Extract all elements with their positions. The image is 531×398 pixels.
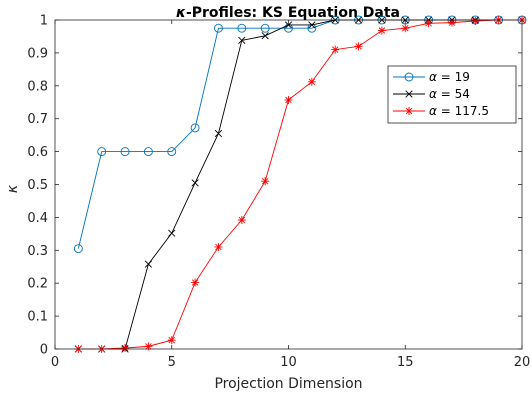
series-3-point <box>424 19 433 28</box>
series-1-point <box>120 147 130 157</box>
x-tick-label: 20 <box>514 355 531 370</box>
x-axis-label: Projection Dimension <box>214 376 362 392</box>
series-3-point <box>214 243 223 252</box>
legend-marker <box>404 72 414 82</box>
legend-value: = 19 <box>437 70 470 84</box>
legend-item-3: α = 117.5 <box>393 104 489 118</box>
y-tick-label: 0.7 <box>27 112 48 127</box>
y-tick-label: 0.6 <box>27 145 48 160</box>
chart-title-text: -Profiles: KS Equation Data <box>186 5 400 21</box>
series-3-point <box>377 26 386 35</box>
series-3-point <box>331 45 340 54</box>
legend-value: = 54 <box>437 87 470 101</box>
chart-title: κ-Profiles: KS Equation Data <box>176 5 400 21</box>
legend-item-2: α = 54 <box>393 87 470 101</box>
legend-item-1: α = 19 <box>393 70 470 84</box>
y-tick-label: 0 <box>40 343 48 358</box>
series-3-point <box>284 95 293 104</box>
series-1-point <box>190 123 200 133</box>
x-tick-label: 0 <box>51 355 59 370</box>
y-tick-label: 0.1 <box>27 310 48 325</box>
legend: α = 19α = 54α = 117.5 <box>387 65 517 124</box>
series-1-point <box>97 147 107 157</box>
series-1-point <box>284 23 293 33</box>
legend-symbol: α <box>429 104 437 118</box>
y-tick-label: 0.3 <box>27 244 48 259</box>
legend-label: α = 117.5 <box>429 104 489 118</box>
ticks-layer: 0 5 10 15 20 0 0.1 0.2 0.3 0.4 0.5 0.6 0.7 0.8 0.9 1 <box>27 14 530 371</box>
legend-label: α = 19 <box>429 70 470 84</box>
series-1-point <box>260 23 270 33</box>
legend-label: α = 54 <box>429 87 470 101</box>
legend-marker <box>405 90 413 98</box>
chart-title-symbol: κ <box>176 5 186 21</box>
legend-symbol: α <box>429 87 437 101</box>
x-tick-label: 5 <box>168 355 176 370</box>
y-tick-label: 0.9 <box>27 46 48 61</box>
series-1-point <box>167 147 177 157</box>
y-tick-label: 1 <box>40 14 48 29</box>
series-1-point <box>237 23 247 33</box>
series-3-point <box>121 344 130 353</box>
series-2-point <box>168 229 176 237</box>
series-3-point <box>261 177 270 186</box>
y-tick-label: 0.8 <box>27 79 48 94</box>
x-tick-label: 15 <box>397 355 414 370</box>
series-2-point <box>191 179 199 187</box>
y-tick-label: 0.2 <box>27 277 48 292</box>
legend-value: = 117.5 <box>437 104 489 118</box>
series-3-point <box>354 42 363 51</box>
series-3-point <box>167 336 176 345</box>
series-3-point <box>401 24 410 33</box>
x-tick-label: 10 <box>280 355 297 370</box>
y-tick-label: 0.4 <box>27 211 48 226</box>
series-2-point <box>308 21 316 29</box>
series-1-point <box>73 244 83 254</box>
series-2-point <box>284 21 293 29</box>
series-3-point <box>191 278 200 287</box>
series-2-point <box>214 129 223 138</box>
series-3-point <box>307 77 316 86</box>
series-1-point <box>213 23 223 33</box>
legend-marker <box>405 107 413 115</box>
series-2-point <box>261 32 269 40</box>
series-2-point <box>144 260 153 268</box>
legend-symbol: α <box>429 70 437 84</box>
series-2-point <box>238 36 246 45</box>
series-3-point <box>471 16 480 25</box>
y-tick-label: 0.5 <box>27 178 48 193</box>
series-1-point <box>143 147 153 157</box>
plot-frame <box>54 19 523 350</box>
series-3-point <box>237 216 246 225</box>
series-3 <box>74 16 526 353</box>
series-1-point <box>307 23 317 33</box>
y-axis-label: κ <box>5 184 21 193</box>
